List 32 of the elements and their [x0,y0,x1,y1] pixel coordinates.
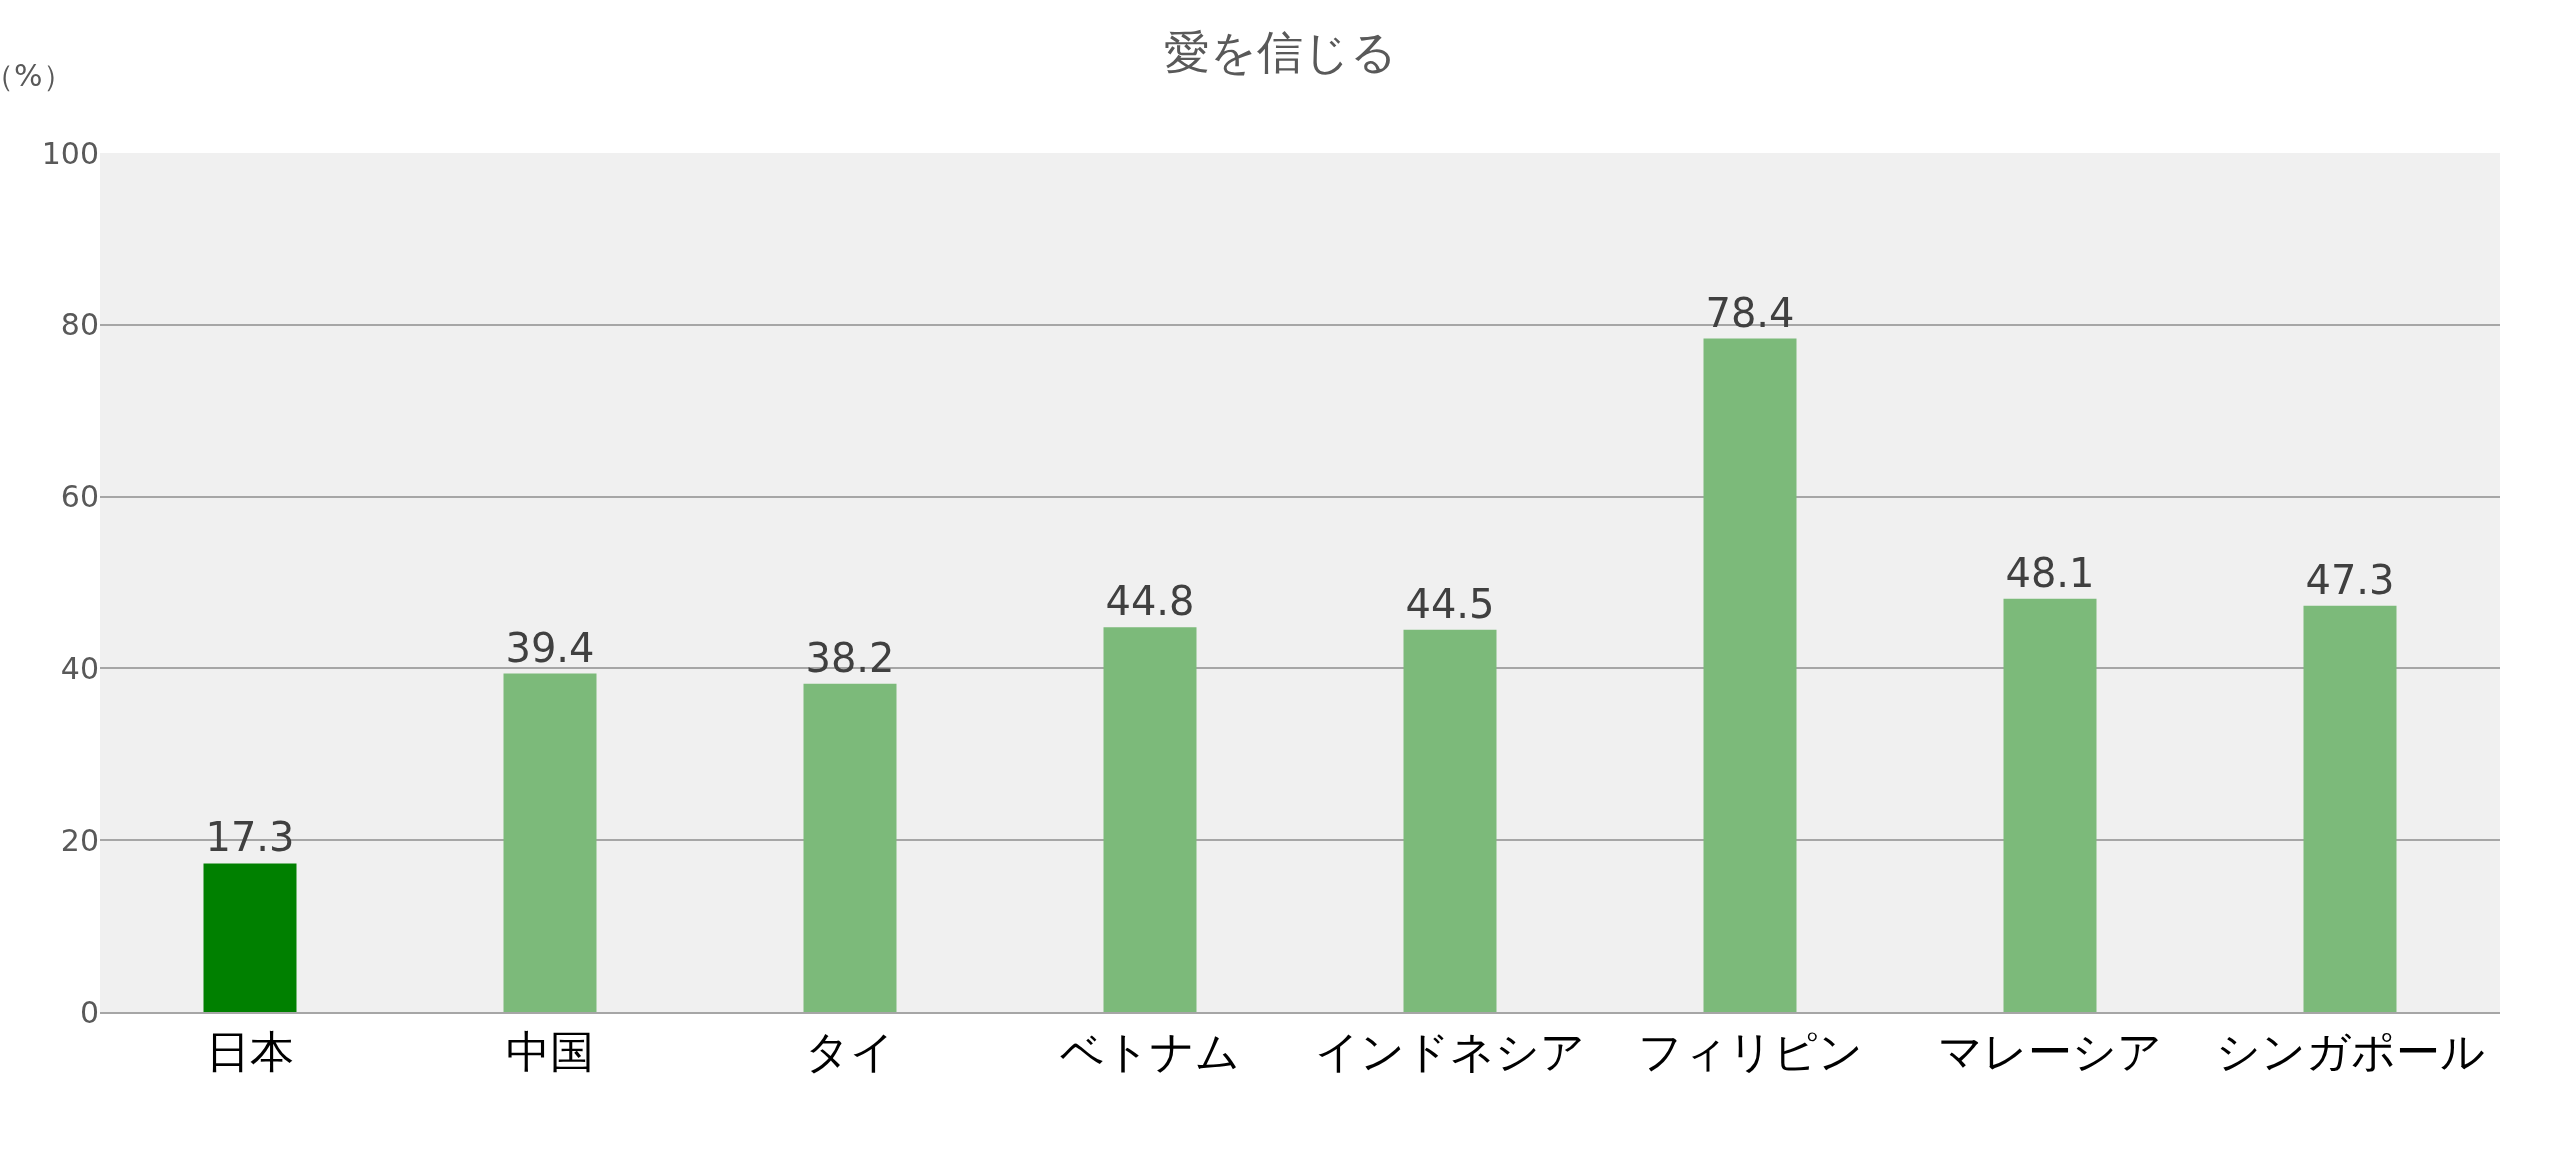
data-label: 17.3 [205,814,295,861]
bar [1103,627,1197,1012]
x-tick-label: フィリピン [1637,1025,1863,1077]
bar [1403,629,1497,1012]
y-tick-label: 60 [60,479,99,515]
data-label: 78.4 [1705,289,1795,336]
data-label: 38.2 [805,634,895,681]
y-tick-label: 40 [60,650,99,686]
data-label: 47.3 [2305,556,2395,603]
y-tick-label: 0 [79,994,99,1030]
chart-title: 愛を信じる [1163,24,1397,79]
bar [2303,605,2397,1012]
y-tick-label: 100 [41,135,99,171]
bar [503,673,597,1012]
data-label: 44.8 [1105,578,1195,625]
x-tick-label: シンガポール [2215,1025,2485,1077]
y-axis-title: （%） [0,58,73,93]
bar [203,863,297,1012]
x-tick-label: 中国 [506,1025,594,1077]
x-tick-label: 日本 [206,1025,294,1077]
data-label: 39.4 [505,624,595,671]
x-tick-label: ベトナム [1060,1025,1240,1077]
x-tick-label: マレーシア [1938,1025,2162,1077]
data-label: 48.1 [2005,549,2095,596]
y-tick-label: 20 [60,822,99,858]
x-tick-label: インドネシア [1315,1025,1585,1077]
bar [2003,598,2097,1012]
bar [803,683,897,1012]
y-tick-label: 80 [60,307,99,343]
x-tick-label: タイ [805,1025,895,1077]
data-label: 44.5 [1405,580,1495,627]
bar [1703,338,1797,1012]
